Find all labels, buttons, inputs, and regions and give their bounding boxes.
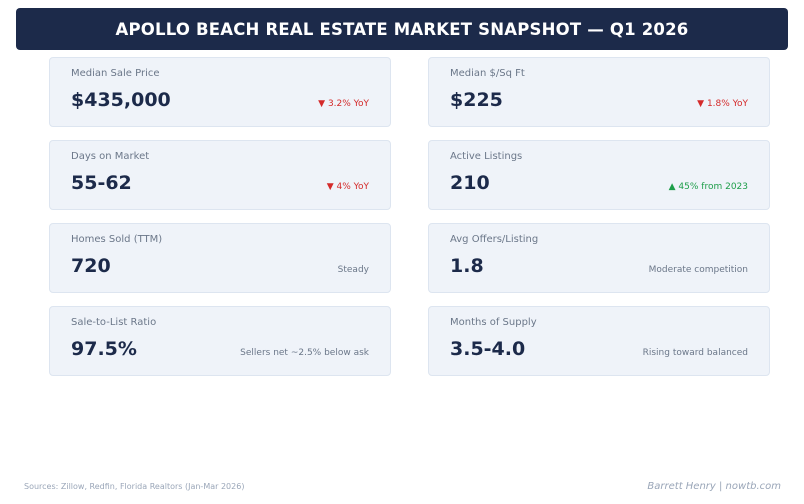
- trend-note: Steady: [337, 265, 369, 275]
- trend-note: ▼ 4% YoY: [326, 182, 369, 192]
- card-avg-offers: Avg Offers/Listing 1.8 Moderate competit…: [428, 223, 770, 293]
- card-label: Active Listings: [450, 151, 523, 162]
- card-label: Sale-to-List Ratio: [71, 317, 157, 328]
- card-days-on-market: Days on Market 55-62 ▼ 4% YoY: [49, 140, 391, 210]
- title-banner: APOLLO BEACH REAL ESTATE MARKET SNAPSHOT…: [16, 8, 788, 50]
- page-title: APOLLO BEACH REAL ESTATE MARKET SNAPSHOT…: [115, 19, 689, 39]
- card-label: Days on Market: [71, 151, 150, 162]
- card-label: Avg Offers/Listing: [450, 234, 539, 245]
- trend-note: Sellers net ~2.5% below ask: [240, 348, 369, 358]
- card-value: $225: [450, 89, 503, 111]
- card-months-of-supply: Months of Supply 3.5-4.0 Rising toward b…: [428, 306, 770, 376]
- card-value: 3.5-4.0: [450, 338, 526, 360]
- author-credit: Barrett Henry | nowtb.com: [647, 481, 781, 492]
- card-value: 97.5%: [71, 338, 137, 360]
- card-label: Homes Sold (TTM): [71, 234, 163, 245]
- card-median-sale-price: Median Sale Price $435,000 ▼ 3.2% YoY: [49, 57, 391, 127]
- card-value: 1.8: [450, 255, 484, 277]
- trend-note: Rising toward balanced: [642, 348, 748, 358]
- card-value: $435,000: [71, 89, 171, 111]
- card-active-listings: Active Listings 210 ▲ 45% from 2023: [428, 140, 770, 210]
- trend-note: ▼ 1.8% YoY: [697, 99, 748, 109]
- card-label: Median Sale Price: [71, 68, 160, 79]
- trend-note: ▲ 45% from 2023: [668, 182, 748, 192]
- card-median-price-per-sqft: Median $/Sq Ft $225 ▼ 1.8% YoY: [428, 57, 770, 127]
- card-value: 210: [450, 172, 490, 194]
- card-value: 55-62: [71, 172, 132, 194]
- trend-note: Moderate competition: [648, 265, 748, 275]
- trend-note: ▼ 3.2% YoY: [318, 99, 369, 109]
- sources-note: Sources: Zillow, Redfin, Florida Realtor…: [24, 482, 245, 491]
- card-label: Median $/Sq Ft: [450, 68, 525, 79]
- card-value: 720: [71, 255, 111, 277]
- card-sale-to-list: Sale-to-List Ratio 97.5% Sellers net ~2.…: [49, 306, 391, 376]
- card-homes-sold: Homes Sold (TTM) 720 Steady: [49, 223, 391, 293]
- card-label: Months of Supply: [450, 317, 537, 328]
